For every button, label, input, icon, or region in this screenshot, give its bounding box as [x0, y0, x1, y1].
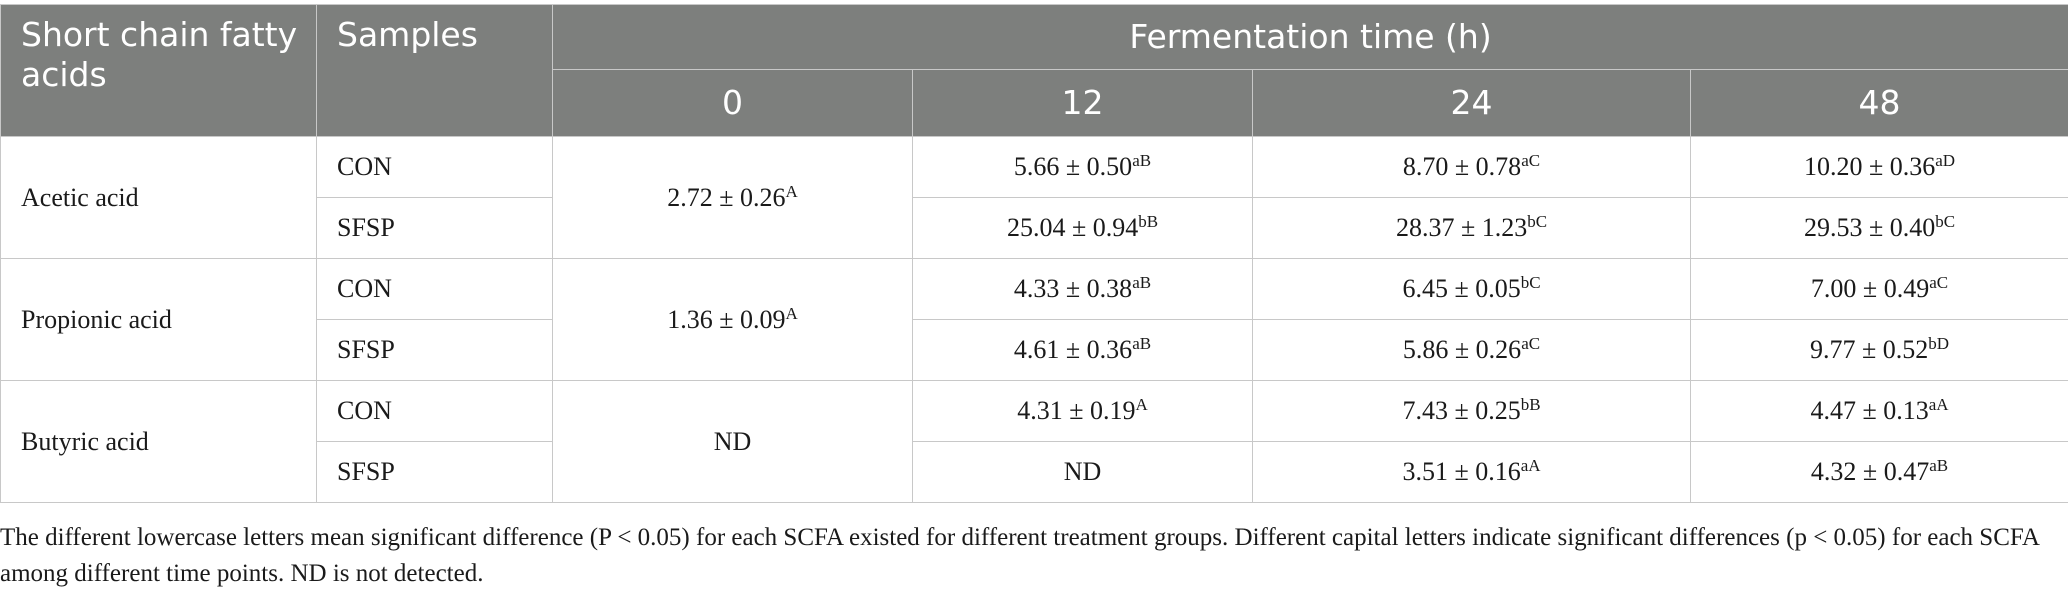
table-row: SFSP 4.61 ± 0.36aB 5.86 ± 0.26aC 9.77 ± … [1, 319, 2068, 381]
significance-letters: aA [1520, 456, 1541, 475]
significance-letters: aA [1928, 395, 1949, 414]
significance-letters: aC [1929, 273, 1949, 292]
value: 3.51 ± 0.16 [1402, 457, 1521, 486]
value-cell: 25.04 ± 0.94bB [912, 197, 1253, 259]
value-cell: 5.86 ± 0.26aC [1252, 319, 1691, 381]
value: 4.47 ± 0.13 [1810, 396, 1929, 425]
value-cell: 4.31 ± 0.19A [912, 380, 1253, 442]
value: 2.72 ± 0.26 [667, 182, 786, 212]
value-cell: 28.37 ± 1.23bC [1252, 197, 1691, 259]
significance-letters: aC [1521, 334, 1541, 353]
value: 4.33 ± 0.38 [1013, 274, 1133, 303]
value: 5.86 ± 0.26 [1402, 335, 1522, 364]
acid-name: Butyric acid [0, 380, 317, 503]
sample-name: CON [316, 136, 553, 198]
significance-letters: aB [1929, 456, 1949, 475]
significance-letters: A [785, 303, 798, 323]
value: 29.53 ± 0.40 [1803, 213, 1936, 242]
value-cell: 7.43 ± 0.25bB [1252, 380, 1691, 442]
significance-letters: aB [1132, 334, 1152, 353]
value-cell: 6.45 ± 0.05bC [1252, 258, 1691, 320]
header-short-chain-fatty-acids: Short chain fatty acids [0, 4, 317, 137]
value-cell: 9.77 ± 0.52bD [1689, 319, 2068, 381]
value-cell: 29.53 ± 0.40bC [1689, 197, 2068, 259]
scfa-table: Short chain fatty acids Samples Fermenta… [0, 4, 2068, 503]
table-row: Propionic acid CON 1.36 ± 0.09A 4.33 ± 0… [0, 258, 2068, 381]
value-cell: 3.51 ± 0.16aA [1252, 441, 1691, 503]
value-cell-t0: 2.72 ± 0.26A [552, 136, 913, 259]
value: 6.45 ± 0.05 [1402, 274, 1521, 303]
significance-letters: aC [1521, 151, 1541, 170]
value-cell: ND [912, 441, 1253, 503]
significance-letters: aB [1132, 273, 1152, 292]
value: 10.20 ± 0.36 [1803, 152, 1936, 181]
value-cell: 4.33 ± 0.38aB [912, 258, 1253, 320]
table-header: Short chain fatty acids Samples Fermenta… [0, 4, 2068, 137]
header-time-24: 24 [1252, 69, 1691, 137]
significance-letters: aB [1132, 151, 1152, 170]
value-cell: 8.70 ± 0.78aC [1252, 136, 1691, 198]
value-cell: 10.20 ± 0.36aD [1689, 136, 2068, 198]
significance-letters: bC [1520, 273, 1541, 292]
significance-letters: A [1135, 395, 1148, 414]
value-cell: 7.00 ± 0.49aC [1689, 258, 2068, 320]
value-cell-t0: ND [552, 380, 913, 503]
value: 7.00 ± 0.49 [1810, 274, 1930, 303]
value: 5.66 ± 0.50 [1013, 152, 1133, 181]
value-cell-t0: 1.36 ± 0.09A [552, 258, 913, 381]
value: 4.32 ± 0.47 [1810, 457, 1930, 486]
value-cell: 4.47 ± 0.13aA [1689, 380, 2068, 442]
value: 4.31 ± 0.19 [1017, 396, 1136, 425]
acid-name: Acetic acid [0, 136, 317, 259]
table-row: SFSP 25.04 ± 0.94bB 28.37 ± 1.23bC 29.53… [1, 197, 2068, 259]
value: ND [713, 426, 752, 456]
significance-letters: bD [1928, 334, 1950, 353]
sample-name: CON [316, 380, 553, 442]
table-row: Acetic acid CON 2.72 ± 0.26A 5.66 ± 0.50… [0, 136, 2068, 259]
significance-letters: bB [1138, 212, 1159, 231]
value: 4.61 ± 0.36 [1013, 335, 1133, 364]
value: 8.70 ± 0.78 [1402, 152, 1522, 181]
header-fermentation-time: Fermentation time (h) [551, 4, 2068, 70]
sample-name: SFSP [316, 197, 553, 259]
value-cell: 4.32 ± 0.47aB [1689, 441, 2068, 503]
value: 1.36 ± 0.09 [667, 304, 786, 334]
significance-letters: aD [1935, 151, 1956, 170]
table-footnote: The different lowercase letters mean sig… [0, 524, 2039, 587]
header-time-48: 48 [1689, 69, 2068, 137]
header-samples: Samples [316, 4, 553, 137]
sample-name: CON [316, 258, 553, 320]
sample-name: SFSP [316, 319, 553, 381]
value-cell: 4.61 ± 0.36aB [912, 319, 1253, 381]
significance-letters: bC [1527, 212, 1548, 231]
value: 7.43 ± 0.25 [1402, 396, 1521, 425]
value: 28.37 ± 1.23 [1395, 213, 1528, 242]
table-body: Acetic acid CON 2.72 ± 0.26A 5.66 ± 0.50… [0, 136, 2068, 503]
table-row: Butyric acid CON ND 4.31 ± 0.19A 7.43 ± … [0, 380, 2068, 503]
header-time-0: 0 [552, 69, 913, 137]
value-cell: 5.66 ± 0.50aB [912, 136, 1253, 198]
value: 25.04 ± 0.94 [1006, 213, 1139, 242]
acid-name: Propionic acid [0, 258, 317, 381]
header-time-12: 12 [912, 69, 1253, 137]
sample-name: SFSP [316, 441, 553, 503]
significance-letters: bC [1935, 212, 1956, 231]
value: 9.77 ± 0.52 [1809, 335, 1929, 364]
significance-letters: A [785, 181, 798, 201]
significance-letters: bB [1520, 395, 1541, 414]
table-row: SFSP ND 3.51 ± 0.16aA 4.32 ± 0.47aB [1, 441, 2068, 503]
value: ND [1063, 457, 1102, 486]
